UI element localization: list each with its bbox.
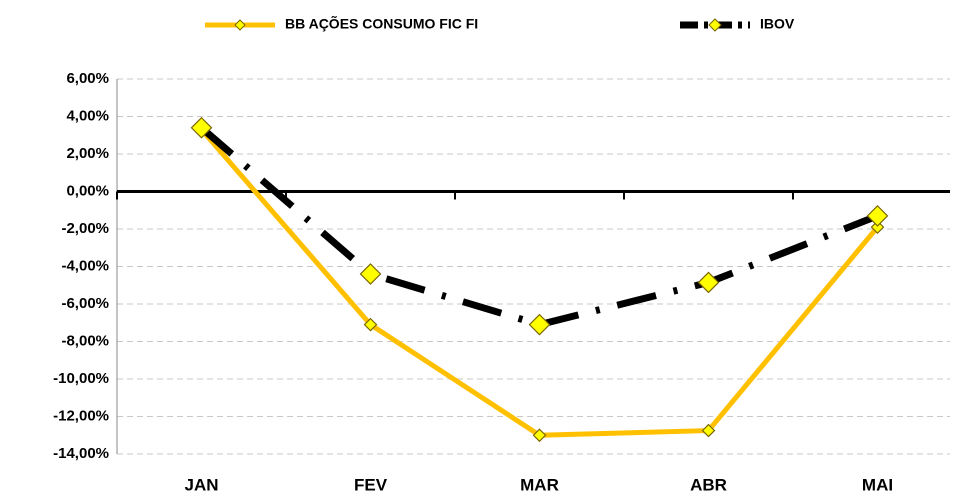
point-marker <box>701 423 716 438</box>
y-tick-label: -4,00% <box>61 257 109 274</box>
x-tick-label: FEV <box>354 475 388 494</box>
legend-label: IBOV <box>760 16 795 32</box>
y-tick-label: 4,00% <box>66 107 109 124</box>
y-tick-label: -12,00% <box>53 407 109 424</box>
point-marker <box>528 313 551 336</box>
y-tick-label: 6,00% <box>66 70 109 87</box>
x-tick-label: JAN <box>184 475 218 494</box>
y-tick-label: -2,00% <box>61 220 109 237</box>
series-line <box>199 125 879 329</box>
point-marker <box>870 220 885 234</box>
point-marker <box>363 317 378 332</box>
legend-label: BB AÇÕES CONSUMO FIC FI <box>285 15 478 32</box>
legend-marker <box>708 18 722 32</box>
y-tick-label: -8,00% <box>61 332 109 349</box>
series-line <box>199 127 880 438</box>
y-tick-label: 2,00% <box>66 145 109 162</box>
x-tick-label: ABR <box>690 475 727 494</box>
y-tick-label: 0,00% <box>66 182 109 199</box>
point-marker <box>866 205 889 227</box>
legend-marker <box>234 19 246 31</box>
point-marker <box>532 428 547 443</box>
y-tick-label: -6,00% <box>61 295 109 312</box>
point-marker <box>359 263 382 285</box>
point-marker <box>190 116 213 139</box>
point-marker <box>697 271 720 294</box>
x-tick-label: MAI <box>862 475 893 494</box>
y-tick-label: -10,00% <box>53 370 109 387</box>
x-tick-label: MAR <box>520 475 559 494</box>
y-tick-label: -14,00% <box>53 445 109 462</box>
